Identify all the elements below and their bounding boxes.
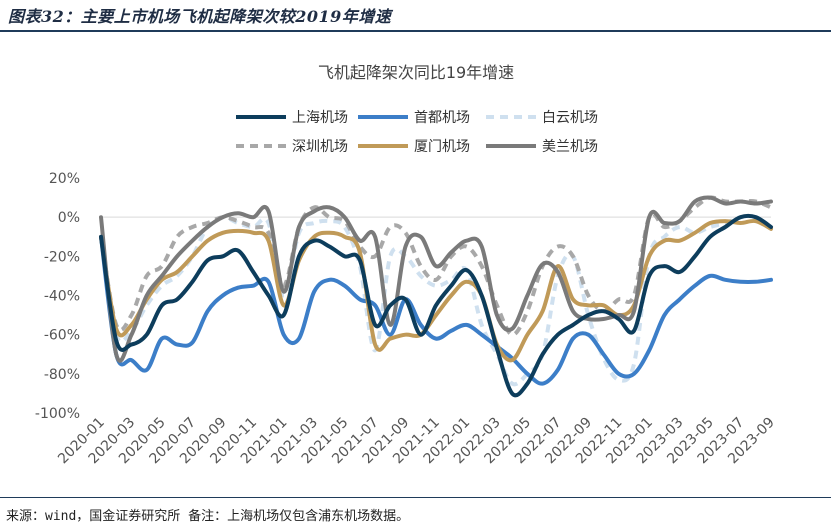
series-line [99, 195, 772, 337]
y-tick-label: 20% [49, 171, 80, 187]
y-tick-label: -40% [44, 289, 80, 305]
legend-label: 上海机场 [292, 110, 348, 126]
x-axis: 2020-012020-032020-052020-072020-092020-… [55, 415, 778, 468]
series-layer [99, 195, 773, 398]
figure-title: 图表32：主要上市机场飞机起降架次较2019年增速 [8, 7, 392, 26]
chart-title: 飞机起降架次同比19年增速 [318, 63, 514, 82]
y-tick-label: -100% [35, 406, 80, 422]
y-tick-label: -80% [44, 367, 80, 383]
series-line [99, 195, 773, 363]
y-tick-label: 0% [58, 210, 80, 226]
legend-label: 美兰机场 [542, 139, 598, 155]
figure-bottom-rule [0, 497, 831, 498]
legend-label: 白云机场 [542, 110, 598, 126]
series-line [99, 214, 773, 387]
y-tick-label: -20% [44, 249, 80, 265]
legend-label: 厦门机场 [414, 139, 470, 155]
series-line [99, 218, 773, 363]
series-line [99, 213, 773, 398]
y-axis: 20% 0% -20% -40% -60% -80% -100% [35, 171, 771, 422]
figure-top-rule [0, 30, 831, 32]
y-tick-label: -60% [44, 328, 80, 344]
legend-label: 深圳机场 [292, 139, 348, 155]
source-footer: 来源：wind，国金证券研究所 备注：上海机场仅包含浦东机场数据。 [6, 509, 410, 524]
legend-label: 首都机场 [414, 110, 470, 126]
series-line [99, 234, 773, 386]
